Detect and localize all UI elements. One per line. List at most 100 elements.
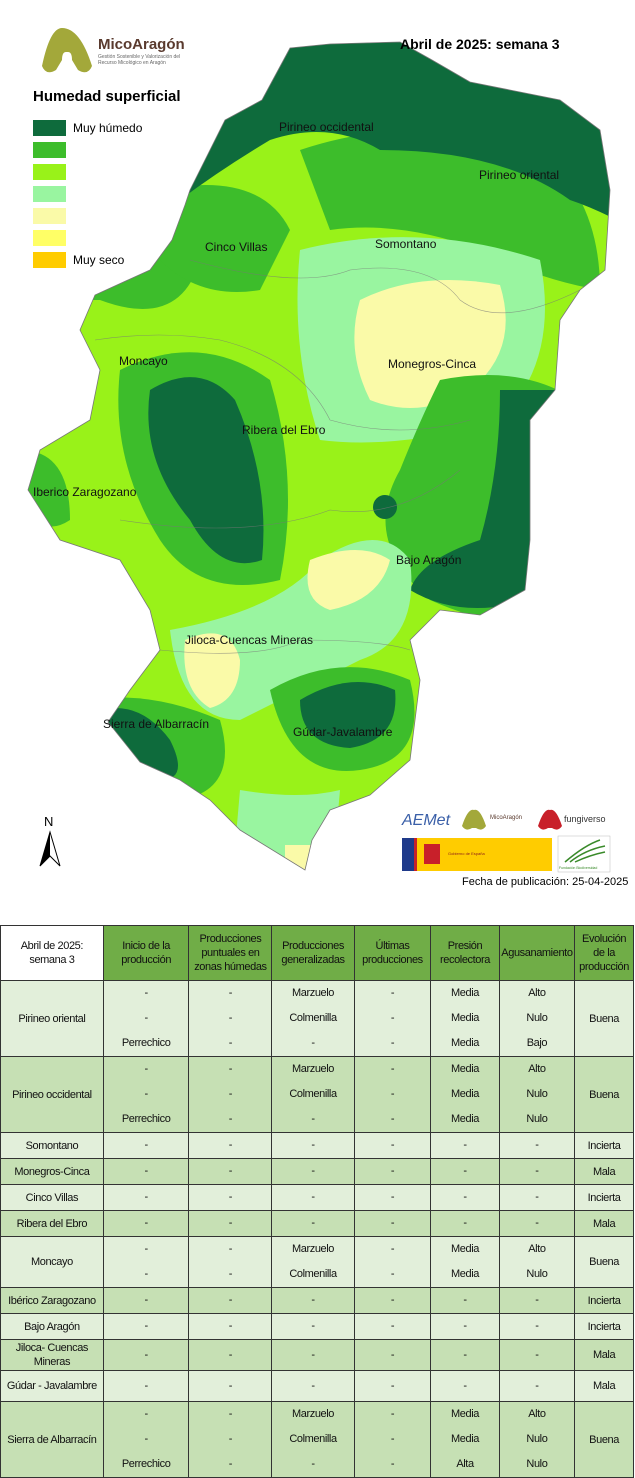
cell-line: -: [463, 1320, 467, 1332]
cell-line: -: [311, 1139, 315, 1151]
value-cell: - - -: [353, 1401, 432, 1478]
cell-line: -: [390, 1012, 395, 1024]
north-arrow-icon: N: [39, 814, 61, 867]
cell-line: Media: [451, 1037, 479, 1049]
cell-line: -: [144, 1380, 149, 1392]
cell-line: -: [311, 1037, 315, 1049]
cell-line: -: [390, 1191, 395, 1203]
value-cell: -: [430, 1370, 500, 1402]
cell-line: Nulo: [526, 1012, 548, 1024]
cell-line: Marzuelo: [291, 987, 335, 999]
cell-line: Media: [451, 1088, 479, 1100]
value-cell: -: [271, 1210, 355, 1237]
cell-line: -: [390, 1380, 395, 1392]
evolution-cell: Buena: [574, 1056, 634, 1133]
production-table: Abril de 2025: semana 3 Inicio de la prod…: [0, 925, 634, 1478]
cell-line: Nulo: [526, 1113, 548, 1125]
evolution-cell: Incierta: [574, 1132, 634, 1159]
publication-date: Fecha de publicación: 25-04-2025: [462, 876, 629, 888]
region-labels: Pirineo occidental Pirineo oriental Cinc…: [33, 120, 559, 739]
column-header: Evolución de la producción: [574, 925, 634, 981]
cell-line: -: [535, 1380, 539, 1392]
value-cell: -: [498, 1210, 576, 1237]
cell-line: Alto: [528, 1243, 546, 1255]
label-sierra-albarracin: Sierra de Albarracín: [103, 717, 209, 731]
region-cell: Ribera del Ebro: [0, 1210, 104, 1237]
cell-line: -: [311, 1217, 315, 1229]
corner-header: Abril de 2025: semana 3: [0, 925, 104, 981]
cell-line: -: [463, 1349, 467, 1361]
value-cell: - - -: [353, 980, 432, 1057]
cell-line: -: [144, 1268, 149, 1280]
table-row: Moncayo - - - - Marzuelo Colmenilla - - Media Medi…: [0, 1236, 634, 1288]
fungiverso-icon: [538, 809, 562, 830]
cell-line: -: [390, 1408, 395, 1420]
cell-line: -: [228, 1458, 233, 1470]
cell-line: -: [228, 1012, 233, 1024]
value-cell: -: [271, 1158, 355, 1185]
value-cell: Marzuelo Colmenilla: [271, 1236, 355, 1288]
value-cell: -: [430, 1313, 500, 1340]
value-cell: - - -: [188, 1056, 273, 1133]
cell-line: -: [463, 1380, 467, 1392]
cell-line: -: [535, 1349, 539, 1361]
cell-line: -: [463, 1217, 467, 1229]
cell-line: Media: [451, 1063, 479, 1075]
label-moncayo: Moncayo: [119, 354, 168, 368]
cell-line: -: [144, 1243, 149, 1255]
table-row: Gúdar - Javalambre - - - - - - Mala: [0, 1370, 634, 1402]
cell-line: Media: [451, 1243, 479, 1255]
legend-swatch: [33, 230, 66, 246]
evolution-cell: Buena: [574, 1236, 634, 1288]
cell-line: -: [390, 987, 395, 999]
value-cell: Media Media Media: [430, 980, 500, 1057]
cell-line: -: [390, 1037, 395, 1049]
cell-line: -: [144, 1063, 149, 1075]
cell-line: -: [144, 1139, 149, 1151]
cell-line: -: [144, 1165, 149, 1177]
cell-line: -: [228, 1217, 233, 1229]
value-cell: -: [498, 1287, 576, 1314]
label-cinco-villas: Cinco Villas: [205, 240, 267, 254]
fungiverso-logo: fungiverso: [564, 814, 606, 824]
cell-line: Nulo: [526, 1458, 548, 1470]
region-cell: Bajo Aragón: [0, 1313, 104, 1340]
value-cell: - - Perrechico: [102, 1056, 190, 1133]
cell-line: Marzuelo: [291, 1063, 335, 1075]
value-cell: -: [498, 1132, 576, 1159]
cell-line: -: [463, 1191, 467, 1203]
cell-line: -: [228, 1165, 233, 1177]
value-cell: --: [102, 1236, 190, 1288]
column-header: Últimas producciones: [353, 925, 432, 981]
value-cell: -: [353, 1210, 432, 1237]
legend-label: Muy húmedo: [73, 121, 143, 135]
value-cell: -: [188, 1339, 273, 1371]
value-cell: -: [188, 1184, 273, 1211]
value-cell: -: [271, 1370, 355, 1402]
cell-line: Alto: [528, 987, 546, 999]
value-cell: -: [430, 1132, 500, 1159]
cell-line: -: [144, 1294, 149, 1306]
table-row: Monegros-Cinca - - - - - - Mala: [0, 1158, 634, 1185]
value-cell: Alto Nulo Nulo: [498, 1056, 576, 1133]
value-cell: Marzuelo Colmenilla -: [271, 1401, 355, 1478]
region-cell: Moncayo: [0, 1236, 104, 1288]
evolution-cell: Mala: [574, 1210, 634, 1237]
value-cell: - - Perrechico: [102, 980, 190, 1057]
logo-subtitle: Gestión Sostenible y Valorización del Re…: [98, 54, 181, 66]
value-cell: -: [102, 1313, 190, 1340]
label-iberico-zaragozano: Iberico Zaragozano: [33, 485, 137, 499]
aemet-logo: AEMet: [401, 812, 451, 829]
cell-line: Media: [451, 1408, 479, 1420]
cell-line: Nulo: [526, 1268, 548, 1280]
cell-line: -: [228, 1191, 233, 1203]
north-label: N: [44, 814, 53, 829]
cell-line: -: [311, 1191, 315, 1203]
cell-line: Alto: [528, 1063, 546, 1075]
cell-line: -: [311, 1349, 315, 1361]
cell-line: -: [535, 1217, 539, 1229]
evolution-cell: Incierta: [574, 1287, 634, 1314]
region-cell: Somontano: [0, 1132, 104, 1159]
value-cell: -: [188, 1313, 273, 1340]
cell-line: Perrechico: [121, 1458, 171, 1470]
